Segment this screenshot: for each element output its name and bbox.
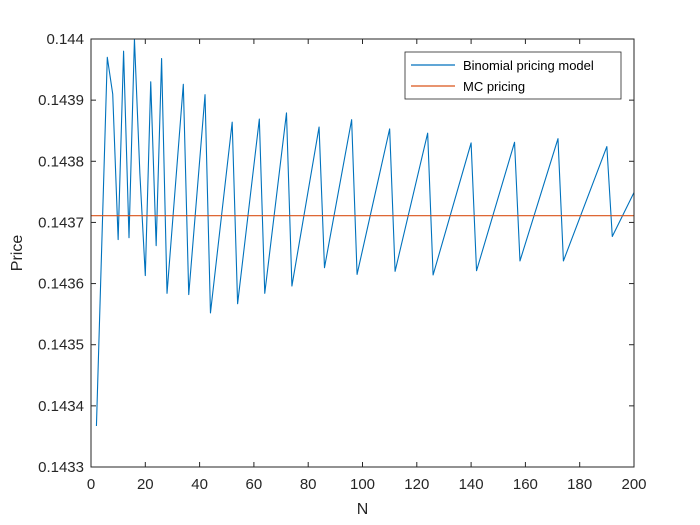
x-axis-label: N: [357, 501, 369, 518]
x-tick-label: 80: [300, 476, 317, 493]
x-tick-label: 40: [191, 476, 208, 493]
y-tick-label: 0.1436: [38, 276, 84, 293]
legend: Binomial pricing model MC pricing: [404, 51, 622, 100]
y-tick-label: 0.1438: [38, 153, 84, 170]
y-tick-label: 0.144: [46, 31, 84, 48]
series-layer: [91, 38, 635, 427]
x-tick-label: 60: [246, 476, 263, 493]
x-tick-label: 100: [350, 476, 375, 493]
y-tick-label: 0.1439: [38, 92, 84, 109]
y-tick-label: 0.1435: [38, 337, 84, 354]
series-line-binomial: [95, 38, 635, 427]
x-tick-label: 140: [459, 476, 484, 493]
y-axis-label: Price: [9, 235, 26, 272]
x-tick-label: 0: [87, 476, 95, 493]
legend-entry-binomial: Binomial pricing model: [463, 58, 594, 73]
y-tick-label: 0.1437: [38, 214, 84, 231]
y-tick-label: 0.1433: [38, 459, 84, 476]
x-tick-label: 200: [621, 476, 646, 493]
legend-entry-mc: MC pricing: [463, 79, 525, 94]
y-tick-label: 0.1434: [38, 398, 84, 415]
x-tick-label: 120: [404, 476, 429, 493]
plot-area: [91, 39, 634, 467]
x-tick-label: 160: [513, 476, 538, 493]
x-tick-label: 20: [137, 476, 154, 493]
x-tick-label: 180: [567, 476, 592, 493]
axes-layer: 0 20 40 60 80 100 120 140 160 180 200 0.1433 0.1434 0…: [38, 31, 646, 493]
legend-box: [404, 51, 622, 100]
